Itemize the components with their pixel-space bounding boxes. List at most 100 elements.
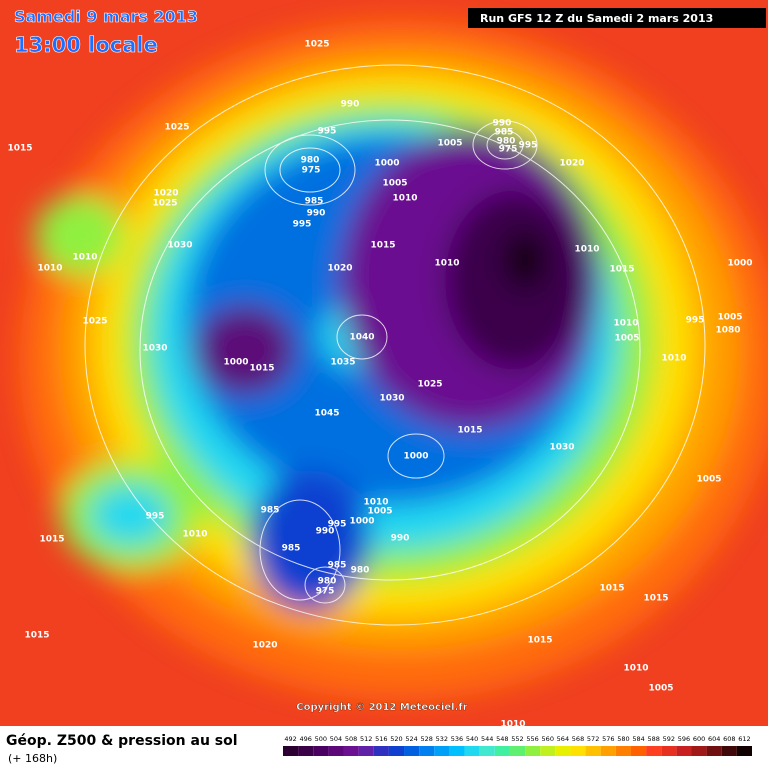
pressure-label: 1045	[314, 409, 339, 419]
pressure-label: 1035	[330, 358, 355, 368]
pressure-label: 1030	[379, 394, 404, 404]
pressure-label: 1000	[403, 452, 428, 462]
pressure-label: 1010	[182, 530, 207, 540]
colorbar-cell	[661, 746, 677, 756]
colorbar-label: 572	[587, 735, 599, 743]
pressure-label: 985	[305, 197, 324, 207]
colorbar-cell	[373, 746, 389, 756]
colorbar-cell	[540, 746, 556, 756]
pressure-label: 1000	[727, 259, 752, 269]
colorbar-cell	[313, 746, 329, 756]
pressure-label: 1010	[72, 253, 97, 263]
pressure-label: 980	[351, 566, 370, 576]
colorbar-label: 596	[678, 735, 690, 743]
colorbar-label: 556	[526, 735, 538, 743]
pressure-label: 1015	[457, 426, 482, 436]
copyright: Copyright © 2012 Meteociel.fr	[296, 702, 467, 713]
run-info: Run GFS 12 Z du Samedi 2 mars 2013	[480, 12, 713, 25]
pressure-label: 995	[318, 127, 337, 137]
colorbar-label: 544	[481, 735, 493, 743]
geopotential-field	[0, 0, 768, 726]
pressure-label: 1015	[599, 584, 624, 594]
pressure-label: 1020	[559, 159, 584, 169]
colorbar-cell	[449, 746, 465, 756]
pressure-label: 975	[302, 166, 321, 176]
pressure-label: 980	[301, 156, 320, 166]
pressure-label: 1025	[82, 317, 107, 327]
colorbar-label: 588	[647, 735, 659, 743]
date: Samedi 9 mars 2013	[14, 7, 198, 26]
colorbar-label: 580	[617, 735, 629, 743]
pressure-label: 975	[316, 587, 335, 597]
colorbar-cell	[646, 746, 662, 756]
pressure-label: 995	[686, 316, 705, 326]
pressure-label: 990	[307, 209, 326, 219]
pressure-label: 1015	[39, 535, 64, 545]
colorbar-cell	[388, 746, 405, 756]
colorbar-cell	[328, 746, 344, 756]
colorbar-label: 568	[572, 735, 584, 743]
pressure-label: 1030	[549, 443, 574, 453]
colorbar-cell	[404, 746, 420, 756]
colorbar-label: 492	[284, 735, 296, 743]
pressure-label: 1010	[574, 245, 599, 255]
colorbar-label: 528	[421, 735, 433, 743]
colorbar-label: 520	[390, 735, 402, 743]
pressure-label: 990	[391, 534, 410, 544]
colorbar-label: 504	[330, 735, 342, 743]
pressure-label: 1000	[349, 517, 374, 527]
colorbar-cell	[600, 746, 616, 756]
colorbar-cell	[585, 746, 601, 756]
colorbar-cell	[691, 746, 707, 756]
pressure-label: 1015	[24, 631, 49, 641]
pressure-label: 980	[497, 137, 516, 147]
pressure-label: 995	[293, 220, 312, 230]
colorbar-cell	[676, 746, 692, 756]
colorbar-cell	[509, 746, 526, 756]
pressure-label: 1010	[37, 264, 62, 274]
pressure-label: 1005	[367, 507, 392, 517]
pressure-label: 1015	[609, 265, 634, 275]
colorbar-cell	[479, 746, 495, 756]
pressure-label: 1010	[500, 720, 525, 730]
colorbar-cell	[494, 746, 510, 756]
colorbar-label: 516	[375, 735, 387, 743]
colorbar-cell	[736, 746, 752, 756]
colorbar-label: 532	[436, 735, 448, 743]
colorbar-label: 564	[557, 735, 569, 743]
pressure-label: 1015	[7, 144, 32, 154]
colorbar-label: 604	[708, 735, 720, 743]
colorbar-label: 540	[466, 735, 478, 743]
pressure-label: 1015	[643, 594, 668, 604]
pressure-label: 1020	[327, 264, 352, 274]
pressure-label: 1010	[434, 259, 459, 269]
colorbar-label: 608	[723, 735, 735, 743]
colorbar-cell	[570, 746, 586, 756]
colorbar-cell	[298, 746, 314, 756]
pressure-label: 1005	[437, 139, 462, 149]
pressure-label: 1030	[142, 344, 167, 354]
pressure-label: 1025	[304, 40, 329, 50]
pressure-label: 1010	[661, 354, 686, 364]
pressure-label: 1015	[527, 636, 552, 646]
pressure-label: 1010	[392, 194, 417, 204]
colorbar-cell	[434, 746, 450, 756]
pressure-label: 1000	[223, 358, 248, 368]
colorbar-cell	[630, 746, 647, 756]
pressure-label: 1025	[417, 380, 442, 390]
colorbar-label: 560	[542, 735, 554, 743]
colorbar-label: 592	[663, 735, 675, 743]
colorbar-label: 524	[405, 735, 417, 743]
pressure-label: 1025	[152, 199, 177, 209]
colorbar-label: 508	[345, 735, 357, 743]
pressure-label: 1010	[623, 664, 648, 674]
colorbar-cell	[343, 746, 359, 756]
pressure-label: 1005	[614, 334, 639, 344]
pressure-label: 1010	[613, 319, 638, 329]
pressure-label: 985	[261, 506, 280, 516]
colorbar-label: 536	[451, 735, 463, 743]
run-box	[468, 8, 766, 28]
pressure-label: 985	[282, 544, 301, 554]
pressure-label: 985	[495, 128, 514, 138]
